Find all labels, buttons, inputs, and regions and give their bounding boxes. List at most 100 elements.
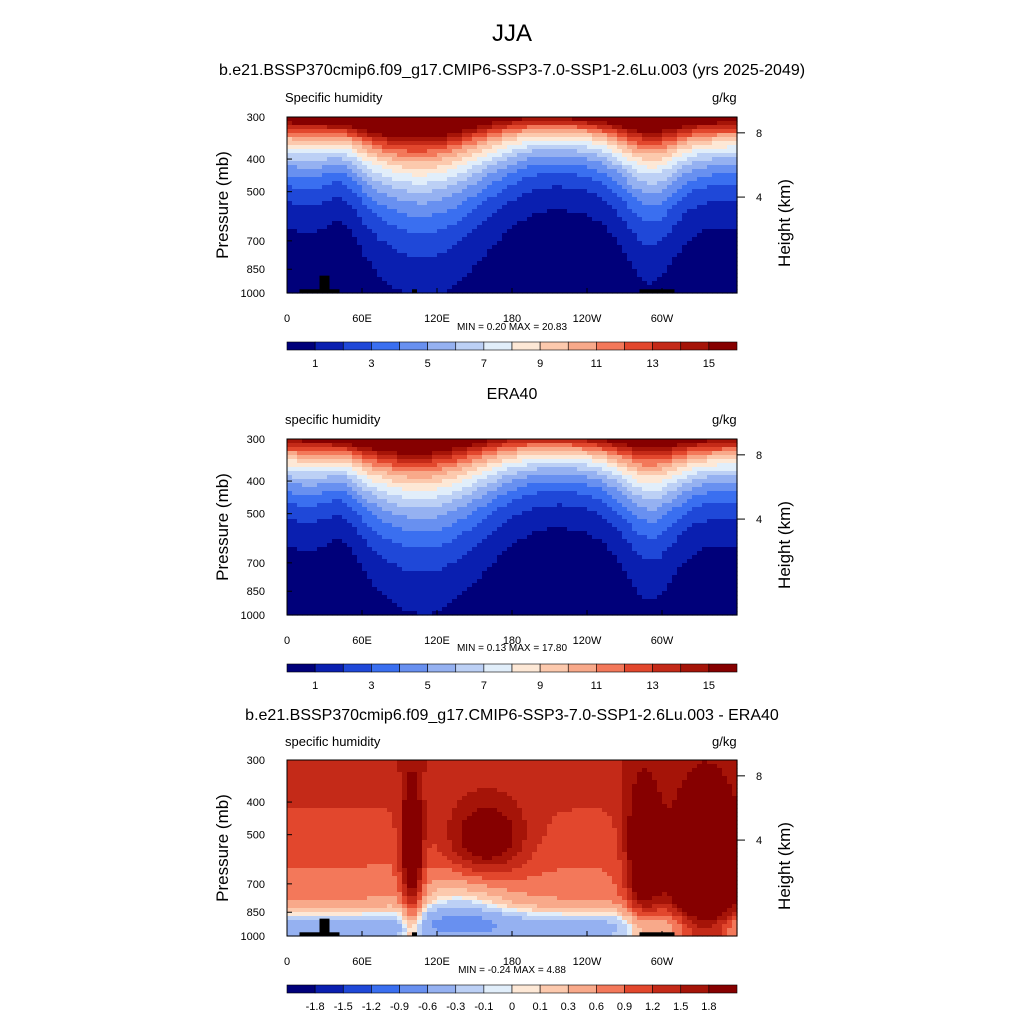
contour-cell [337, 475, 343, 480]
contour-cell [422, 289, 428, 294]
contour-cell [397, 121, 403, 126]
contour-cell [712, 137, 718, 142]
contour-cell [477, 177, 483, 182]
contour-cell [342, 459, 348, 464]
contour-cell [302, 535, 308, 540]
contour-cell [712, 289, 718, 294]
contour-cell [327, 527, 333, 532]
contour-cell [392, 543, 398, 548]
contour-cell [682, 205, 688, 210]
contour-cell [607, 269, 613, 274]
contour-cell [677, 289, 683, 294]
contour-cell [307, 475, 313, 480]
contour-cell [612, 165, 618, 170]
contour-cell [372, 281, 378, 286]
contour-cell [312, 607, 318, 612]
contour-cell [362, 277, 368, 282]
contour-cell [387, 277, 393, 282]
contour-cell [372, 511, 378, 516]
contour-cell [422, 245, 428, 250]
contour-cell [327, 611, 333, 616]
contour-cell [587, 229, 593, 234]
contour-cell [357, 443, 363, 448]
contour-cell [557, 197, 563, 202]
contour-cell [397, 173, 403, 178]
contour-cell [332, 479, 338, 484]
contour-cell [632, 209, 638, 214]
contour-cell [372, 289, 378, 294]
contour-cell [372, 479, 378, 484]
contour-cell [362, 471, 368, 476]
contour-cell [302, 185, 308, 190]
contour-cell [512, 153, 518, 158]
contour-cell [597, 249, 603, 254]
contour-cell [352, 249, 358, 254]
contour-cell [387, 515, 393, 520]
contour-cell [492, 141, 498, 146]
contour-cell [722, 261, 728, 266]
contour-cell [372, 277, 378, 282]
contour-cell [447, 165, 453, 170]
contour-cell [367, 261, 373, 266]
contour-cell [287, 265, 293, 270]
contour-cell [432, 237, 438, 242]
contour-cell [352, 137, 358, 142]
contour-cell [487, 181, 493, 186]
contour-cell [512, 245, 518, 250]
contour-cell [607, 197, 613, 202]
contour-cell [367, 173, 373, 178]
contour-cell [317, 587, 323, 592]
contour-cell [637, 257, 643, 262]
contour-cell [412, 177, 418, 182]
contour-cell [317, 539, 323, 544]
contour-cell [612, 161, 618, 166]
contour-cell [302, 137, 308, 142]
contour-cell [302, 487, 308, 492]
contour-cell [357, 467, 363, 472]
contour-cell [317, 563, 323, 568]
contour-cell [427, 165, 433, 170]
contour-cell [327, 237, 333, 242]
contour-cell [517, 201, 523, 206]
contour-cell [492, 273, 498, 278]
contour-cell [407, 237, 413, 242]
contour-cell [572, 285, 578, 290]
contour-cell [592, 285, 598, 290]
contour-cell [442, 165, 448, 170]
contour-cell [437, 181, 443, 186]
contour-cell [647, 273, 653, 278]
contour-cell [557, 181, 563, 186]
contour-cell [447, 145, 453, 150]
contour-cell [382, 447, 388, 452]
contour-cell [622, 153, 628, 158]
contour-cell [392, 149, 398, 154]
contour-cell [422, 193, 428, 198]
contour-cell [432, 181, 438, 186]
contour-cell [392, 161, 398, 166]
contour-cell [407, 161, 413, 166]
contour-cell [462, 221, 468, 226]
contour-cell [597, 269, 603, 274]
contour-cell [727, 145, 733, 150]
contour-cell [357, 491, 363, 496]
contour-cell [352, 511, 358, 516]
contour-cell [657, 253, 663, 258]
contour-cell [562, 241, 568, 246]
contour-cell [612, 129, 618, 134]
contour-cell [377, 117, 383, 122]
contour-cell [447, 173, 453, 178]
contour-cell [342, 217, 348, 222]
contour-cell [432, 249, 438, 254]
contour-cell [607, 233, 613, 238]
contour-cell [337, 181, 343, 186]
contour-cell [432, 133, 438, 138]
contour-cell [577, 141, 583, 146]
contour-cell [712, 181, 718, 186]
contour-cell [347, 455, 353, 460]
contour-cell [697, 225, 703, 230]
contour-cell [437, 237, 443, 242]
contour-cell [342, 451, 348, 456]
contour-cell [397, 289, 403, 294]
contour-cell [427, 177, 433, 182]
contour-cell [662, 265, 668, 270]
